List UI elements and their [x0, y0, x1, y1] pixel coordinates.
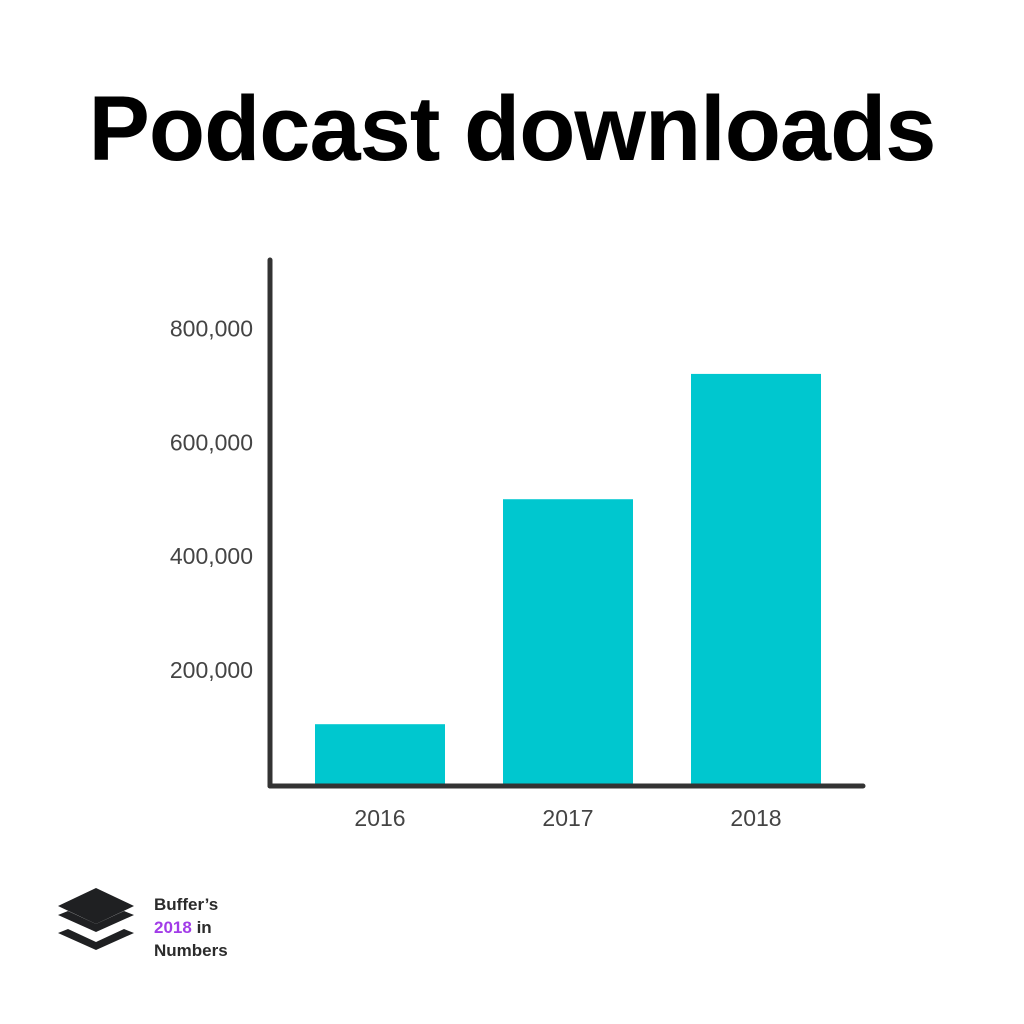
bars-group: [315, 373, 821, 784]
y-tick-labels: 200,000 400,000 600,000 800,000: [170, 315, 253, 683]
y-tick-label: 200,000: [170, 657, 253, 683]
brand-in: in: [196, 918, 212, 937]
bar-2016: [315, 724, 445, 784]
brand-caption: Buffer’s 2018 in Numbers: [154, 893, 228, 962]
x-tick-label: 2016: [354, 805, 405, 831]
brand-line-2: 2018 in: [154, 916, 228, 939]
chart-title: Podcast downloads: [88, 78, 937, 180]
y-tick-label: 800,000: [170, 315, 253, 341]
y-tick-label: 400,000: [170, 543, 253, 569]
y-tick-label: 600,000: [170, 429, 253, 455]
buffer-stack-icon: [58, 888, 134, 950]
bar-2018: [691, 373, 821, 784]
brand-year: 2018: [154, 918, 192, 937]
x-tick-label: 2017: [542, 805, 593, 831]
bar-2017: [503, 499, 633, 784]
brand-line-1: Buffer’s: [154, 895, 219, 914]
x-tick-label: 2018: [730, 805, 781, 831]
brand-line-3: Numbers: [154, 941, 228, 960]
x-tick-labels: 2016 2017 2018: [354, 805, 781, 831]
